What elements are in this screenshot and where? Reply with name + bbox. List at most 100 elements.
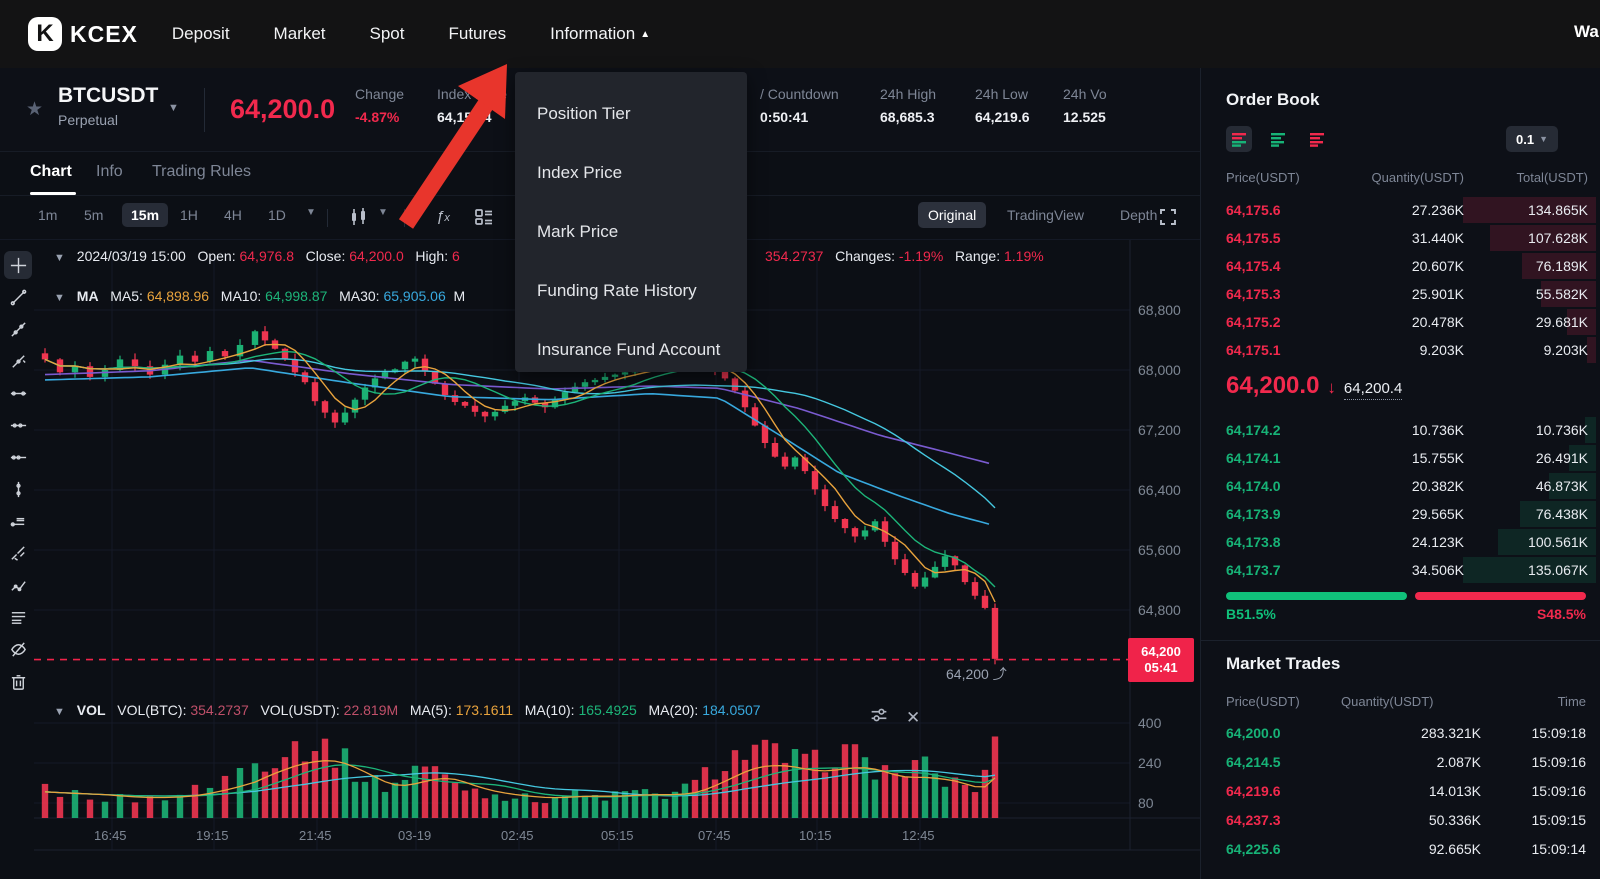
menu-item-index-price[interactable]: Index Price <box>537 163 623 182</box>
nav-item-futures[interactable]: Futures <box>449 24 507 44</box>
menu-item-mark-price[interactable]: Mark Price <box>537 222 619 241</box>
sell-ratio-bar <box>1415 592 1586 600</box>
delete-icon[interactable] <box>4 667 32 695</box>
bid-row[interactable]: 64,174.1 15.755K 26.491K <box>1226 444 1596 472</box>
buy-ratio-bar <box>1226 592 1408 600</box>
trade-row[interactable]: 64,214.5 2.087K 15:09:16 <box>1226 747 1586 776</box>
menu-item-insurance-fund-account[interactable]: Insurance Fund Account <box>537 340 721 359</box>
nav-item-spot[interactable]: Spot <box>370 24 405 44</box>
interval-5m[interactable]: 5m <box>84 207 104 223</box>
sell-ratio-label: S48.5% <box>1536 606 1586 622</box>
nav-item-label: Information <box>550 24 636 43</box>
view-tradingview[interactable]: TradingView <box>1007 207 1085 223</box>
ask-row[interactable]: 64,175.6 27.236K 134.865K <box>1226 196 1596 224</box>
quantity: 20.607K <box>1411 258 1464 274</box>
bid-row[interactable]: 64,173.9 29.565K 76.438K <box>1226 500 1596 528</box>
symbol-dropdown-caret-icon[interactable]: ▼ <box>168 102 179 114</box>
collapse-chevron-icon[interactable]: ▼ <box>54 252 65 264</box>
favorite-star-icon[interactable]: ★ <box>26 99 44 120</box>
price: 64,174.1 <box>1226 450 1281 466</box>
price-range-icon[interactable] <box>4 443 32 471</box>
current-price-row[interactable]: 64,200.0 ↓ 64,200.4 <box>1226 372 1403 400</box>
tab-info[interactable]: Info <box>96 163 123 180</box>
wallet-link-partial[interactable]: Wa <box>1574 22 1599 41</box>
corner-up-arrow-icon: ⤴ <box>992 665 1007 682</box>
divider <box>327 209 328 227</box>
hide-drawings-icon[interactable] <box>4 635 32 663</box>
time-axis-label: 02:45 <box>501 828 534 843</box>
view-depth[interactable]: Depth <box>1120 207 1158 223</box>
tab-chart[interactable]: Chart <box>30 163 72 180</box>
horizontal-line-icon[interactable] <box>4 379 32 407</box>
trade-row[interactable]: 64,237.3 50.336K 15:09:15 <box>1226 805 1586 834</box>
book-view-asks-icon[interactable] <box>1304 126 1330 152</box>
bid-row[interactable]: 64,173.7 34.506K 135.067K <box>1226 556 1596 584</box>
candle-style-caret-icon[interactable]: ▼ <box>378 207 388 218</box>
vol-settings-icon[interactable] <box>870 706 888 729</box>
ask-row[interactable]: 64,175.1 9.203K 9.203K <box>1226 336 1596 364</box>
fullscreen-icon[interactable] <box>1158 207 1178 232</box>
nav-item-market[interactable]: Market <box>274 24 326 44</box>
more-intervals-caret-icon[interactable]: ▼ <box>306 207 316 218</box>
menu-item-position-tier[interactable]: Position Tier <box>537 104 631 123</box>
measure-icon[interactable] <box>4 507 32 535</box>
book-view-bids-icon[interactable] <box>1265 126 1291 152</box>
price: 64,175.6 <box>1226 202 1281 218</box>
trade-row[interactable]: 64,219.6 14.013K 15:09:16 <box>1226 776 1586 805</box>
bid-row[interactable]: 64,174.0 20.382K 46.873K <box>1226 472 1596 500</box>
vol-close-icon[interactable]: ✕ <box>906 707 921 727</box>
kcex-logo[interactable]: K KCEX <box>28 17 138 51</box>
trend-line-icon[interactable] <box>4 283 32 311</box>
quantity: 50.336K <box>1428 811 1481 828</box>
collapse-chevron-icon[interactable]: ▼ <box>54 706 65 718</box>
pattern-icon[interactable] <box>4 571 32 599</box>
crosshair-icon[interactable] <box>4 251 32 279</box>
interval-1d[interactable]: 1D <box>268 207 286 223</box>
candlestick-chart[interactable] <box>34 240 1200 879</box>
bid-row[interactable]: 64,174.2 10.736K 10.736K <box>1226 416 1596 444</box>
divider <box>204 88 205 132</box>
layout-grid-icon[interactable] <box>474 207 494 232</box>
tab-trading-rules[interactable]: Trading Rules <box>152 163 252 180</box>
candle-style-icon[interactable] <box>348 206 370 233</box>
buy-sell-ratio-labels: B51.5% S48.5% <box>1226 606 1586 622</box>
depth-bar <box>1587 337 1596 363</box>
trade-row[interactable]: 64,200.0 283.321K 15:09:18 <box>1226 718 1586 747</box>
ask-row[interactable]: 64,175.2 20.478K 29.681K <box>1226 308 1596 336</box>
close-value: 64,200.0 <box>349 248 404 264</box>
symbol-block[interactable]: BTCUSDT Perpetual <box>58 84 158 128</box>
bid-row[interactable]: 64,173.8 24.123K 100.561K <box>1226 528 1596 556</box>
long-position-icon[interactable] <box>4 603 32 631</box>
trade-row[interactable]: 64,225.6 92.665K 15:09:14 <box>1226 834 1586 863</box>
book-view-both-icon[interactable] <box>1226 126 1252 152</box>
view-original[interactable]: Original <box>918 202 987 228</box>
interval-15m[interactable]: 15m <box>122 203 169 227</box>
total: 26.491K <box>1535 450 1588 466</box>
parallel-channel-icon[interactable] <box>4 411 32 439</box>
menu-item-funding-rate-history[interactable]: Funding Rate History <box>537 281 697 300</box>
ask-row[interactable]: 64,175.5 31.440K 107.628K <box>1226 224 1596 252</box>
interval-1m[interactable]: 1m <box>38 207 58 223</box>
changes-label: Changes: <box>835 248 896 264</box>
depth-bar <box>1463 197 1596 223</box>
bid-rows: 64,174.2 10.736K 10.736K 64,174.1 15.755… <box>1226 416 1596 584</box>
chart-panel[interactable]: ▼ 2024/03/19 15:00 Open: 64,976.8 Close:… <box>34 240 1200 879</box>
ask-rows: 64,175.6 27.236K 134.865K 64,175.5 31.44… <box>1226 196 1596 364</box>
tick-size-select[interactable]: 0.1 ▼ <box>1506 126 1558 152</box>
interval-1h[interactable]: 1H <box>180 207 198 223</box>
nav-items: Deposit Market Spot Futures Information ▲ <box>172 24 650 44</box>
collapse-chevron-icon[interactable]: ▼ <box>54 292 65 304</box>
vertical-line-icon[interactable] <box>4 475 32 503</box>
total: 10.736K <box>1535 422 1588 438</box>
nav-item-deposit[interactable]: Deposit <box>172 24 230 44</box>
pitchfork-icon[interactable] <box>4 347 32 375</box>
indicators-fx-icon[interactable]: ƒx <box>436 208 450 225</box>
24h-low-label: 24h Low <box>975 86 1028 102</box>
ask-row[interactable]: 64,175.4 20.607K 76.189K <box>1226 252 1596 280</box>
ask-row[interactable]: 64,175.3 25.901K 55.582K <box>1226 280 1596 308</box>
brush-icon[interactable] <box>4 539 32 567</box>
vol-btc-value: 354.2737 <box>190 702 249 718</box>
extended-line-icon[interactable] <box>4 315 32 343</box>
interval-4h[interactable]: 4H <box>224 207 242 223</box>
nav-item-information[interactable]: Information ▲ <box>550 24 650 44</box>
